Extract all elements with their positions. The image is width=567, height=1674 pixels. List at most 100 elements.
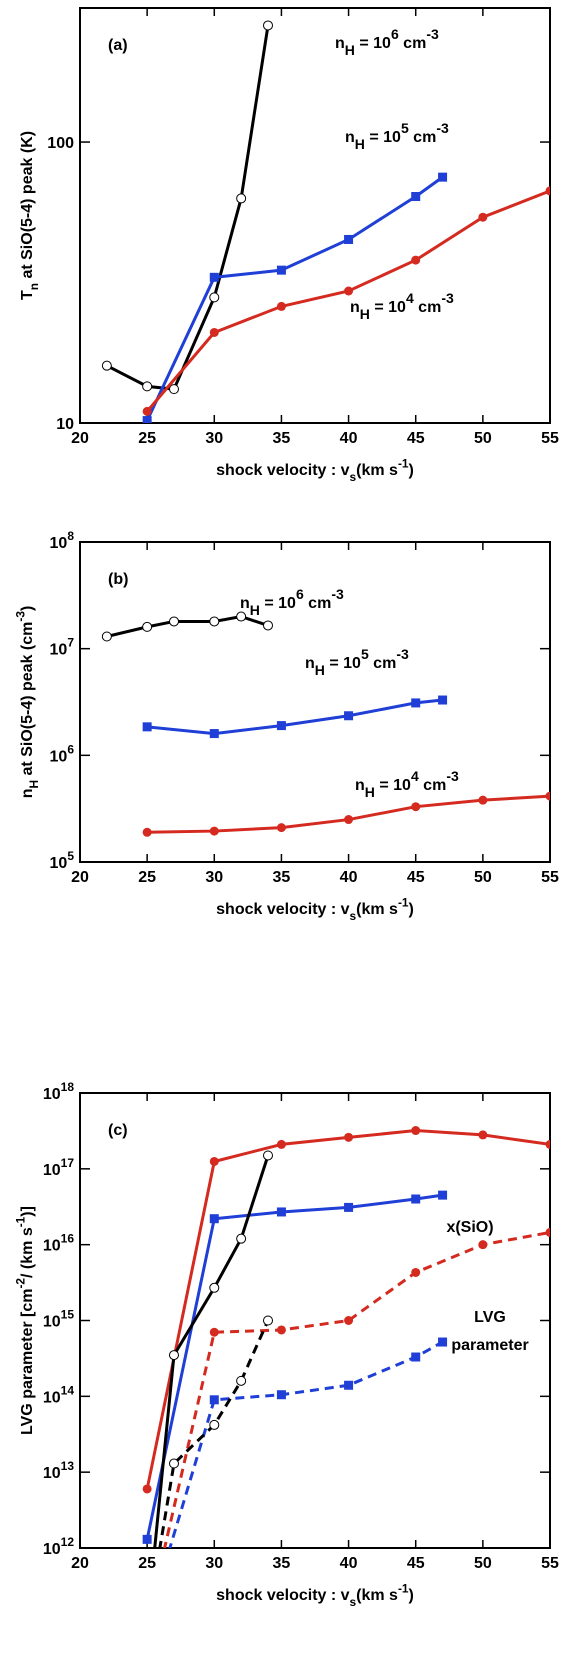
marker (411, 698, 421, 708)
text-part: LVG parameter [cm (19, 1289, 36, 1435)
marker (209, 1156, 219, 1166)
marker (545, 1139, 550, 1149)
marker (209, 1327, 219, 1337)
text-part: n (355, 777, 365, 794)
marker (411, 1126, 421, 1136)
marker (478, 795, 488, 805)
text-part: H (27, 780, 41, 789)
text-part: n (350, 299, 360, 316)
plot-area (101, 611, 550, 837)
text-part: shock velocity : v (216, 1587, 349, 1604)
marker (236, 611, 247, 622)
marker (142, 416, 152, 423)
marker (263, 620, 273, 631)
series-label: nH = 106 cm-3 (240, 586, 344, 618)
text-part: at SiO(5-4) peak (cm (19, 622, 36, 780)
text-part: n (345, 129, 355, 146)
text-part: / (km s (19, 1227, 36, 1278)
text-part: n (27, 283, 41, 290)
y-axis-label: nH at SiO(5-4) peak (cm-3) (13, 606, 41, 799)
marker (101, 360, 112, 371)
marker (169, 1458, 179, 1469)
text-part: n (240, 595, 250, 612)
x-tick-label: 35 (273, 869, 291, 886)
text-part: H (315, 662, 325, 678)
series-line (153, 1155, 270, 1548)
marker (209, 272, 219, 282)
marker (209, 1419, 220, 1430)
y-tick-label: 100 (47, 135, 74, 152)
text-part: ) (409, 901, 414, 918)
marker (276, 721, 286, 731)
marker (209, 616, 220, 627)
tick-base: 10 (43, 1162, 61, 1179)
marker (263, 1150, 273, 1161)
text-part: -3 (441, 290, 454, 306)
marker (478, 1240, 488, 1250)
x-tick-label: 50 (474, 1555, 492, 1572)
text-part: (km s (356, 901, 398, 918)
x-tick-label: 45 (407, 869, 425, 886)
x-tick-label: 50 (474, 869, 492, 886)
x-tick-label: 25 (138, 1555, 156, 1572)
marker (142, 621, 153, 632)
marker (169, 384, 179, 395)
text-part: -3 (396, 646, 409, 662)
marker (411, 1194, 421, 1204)
tick-exponent: 14 (61, 1383, 75, 1397)
marker (344, 1380, 354, 1390)
marker (276, 265, 286, 275)
y-tick-label: 1017 (43, 1156, 74, 1179)
text-part: = 10 (375, 777, 411, 794)
text-part: H (345, 42, 355, 58)
panel: 20 25 30 35 40 45 50 55101210131014101510161017… (13, 1080, 559, 1628)
series-line (168, 1340, 444, 1548)
annotation: x(SiO) (446, 1219, 493, 1236)
text-part: ) (19, 606, 36, 611)
y-tick-label: 1016 (43, 1232, 74, 1255)
marker (344, 234, 354, 244)
tick-exponent: 15 (61, 1308, 75, 1322)
text-part: cm (409, 129, 437, 146)
marker (142, 1534, 152, 1544)
marker (263, 20, 273, 31)
y-tick-label: 1013 (43, 1459, 74, 1482)
marker (344, 1202, 354, 1212)
marker (545, 791, 550, 801)
marker (411, 1352, 421, 1362)
tick-exponent: 17 (61, 1156, 75, 1170)
text-part: cm (304, 595, 332, 612)
text-part: cm (414, 299, 442, 316)
text-part: 6 (391, 26, 399, 42)
x-tick-label: 30 (205, 430, 223, 447)
tick-exponent: 6 (67, 742, 74, 756)
marker (142, 381, 153, 392)
text-part: 4 (406, 290, 414, 306)
series-label: nH = 106 cm-3 (335, 26, 439, 58)
text-part: cm (419, 777, 447, 794)
panel-label: (c) (108, 1122, 128, 1139)
text-part: s (350, 470, 357, 484)
text-part: shock velocity : v (216, 901, 349, 918)
marker (276, 823, 286, 833)
y-tick-label: 1018 (43, 1080, 74, 1103)
x-tick-label: 45 (407, 1555, 425, 1572)
marker (344, 1316, 354, 1325)
marker (478, 1130, 488, 1140)
marker (143, 1619, 152, 1628)
text-part: H (250, 602, 260, 618)
plot-frame (79, 541, 551, 863)
x-tick-label: 30 (205, 869, 223, 886)
x-tick-label: 20 (71, 1555, 89, 1572)
marker (438, 172, 448, 182)
marker (438, 695, 448, 705)
tick-base: 10 (50, 535, 68, 552)
tick-base: 10 (50, 855, 68, 872)
text-part: -1 (398, 1581, 409, 1595)
text-part: = 10 (325, 655, 361, 672)
series-line (146, 189, 550, 413)
marker (276, 1390, 286, 1400)
text-part: -2 (13, 1278, 27, 1289)
